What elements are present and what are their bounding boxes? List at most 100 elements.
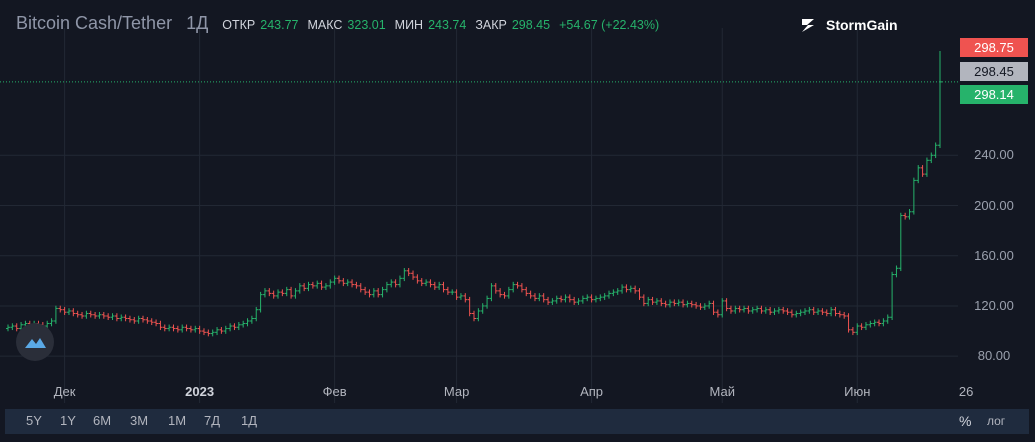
ohlc-bar [136,315,141,324]
ohlc-bar [654,298,659,305]
ohlc-bar [715,309,720,318]
ohlc-bar [450,289,455,295]
ohlc-bar [145,316,150,324]
bottom-toolbar: 5Y 1Y 6M 3M 1M 7Д 1Д % лог [5,409,1029,434]
percent-scale-toggle[interactable]: % [959,413,972,429]
ohlc-plot[interactable] [0,28,958,403]
ohlc-bar [672,299,677,307]
range-3m-button[interactable]: 3M [130,413,149,428]
y-tick-label: 200.00 [974,197,1014,213]
range-1d-button[interactable]: 1Д [241,413,258,428]
ohlc-bar [197,325,202,334]
ohlc-bar [742,305,747,313]
ohlc-bar [829,306,834,317]
ohlc-bar [607,290,612,299]
ohlc-bar [598,294,603,302]
range-7d-button[interactable]: 7Д [204,413,221,428]
ohlc-bar [432,281,437,290]
ohlc-bar [363,286,368,295]
ohlc-bar [750,306,755,314]
log-scale-toggle[interactable]: лог [987,414,1006,428]
ohlc-bar [393,279,398,288]
ohlc-bar [624,284,629,293]
ohlc-bar [406,268,411,277]
ohlc-bar [863,322,868,331]
x-tick-label: Апр [580,384,604,399]
ohlc-bar [262,288,267,298]
range-1y-button[interactable]: 1Y [60,413,76,428]
ohlc-bar [615,288,620,295]
ohlc-bar [929,152,934,164]
ohlc-bar [6,324,10,332]
ohlc-bar [424,279,429,287]
ohlc-bar [158,320,163,331]
ohlc-bar [201,328,206,336]
ohlc-bar [924,157,929,177]
ohlc-bar [323,283,328,290]
ohlc-bar [920,165,925,177]
ohlc-bar [101,311,106,319]
ohlc-bar [280,289,285,297]
ohlc-bar [707,300,712,309]
ohlc-bar [310,281,315,289]
ohlc-bar [306,281,311,292]
ohlc-bar [480,303,485,314]
range-6m-button[interactable]: 6M [93,413,112,428]
symbol-title[interactable]: Bitcoin Cash/Tether [16,13,173,33]
ohlc-bar [302,283,307,292]
ohlc-bar [554,295,559,304]
ohlc-bar [463,293,468,303]
ohlc-bar [776,306,781,314]
ohlc-bar [589,294,594,303]
ohlc-bar [794,310,799,318]
ohlc-bar [667,299,672,308]
ohlc-bar [371,288,376,298]
ohlc-bar [785,308,790,315]
ohlc-bar [907,209,912,220]
ohlc-bar [837,310,842,318]
ohlc-bar [659,298,664,307]
ohlc-bar [763,306,768,314]
ohlc-bar [872,319,877,327]
ohlc-bar [894,265,899,278]
ohlc-bar [877,319,882,327]
ohlc-bar [71,308,76,317]
tradingview-logo-button[interactable] [16,323,54,361]
range-5y-button[interactable]: 5Y [26,413,42,428]
ohlc-bar [62,306,67,315]
bid-price-label: 298.14 [960,85,1028,104]
ohlc-bar [332,275,337,285]
ohlc-bar [341,278,346,287]
close-value: 298.45 [511,18,551,32]
ohlc-bar [345,279,350,287]
interval-label[interactable]: 1Д [186,13,209,33]
ohlc-bar [141,315,146,323]
ohlc-bar [567,294,572,303]
ohlc-bar [219,327,224,334]
ohlc-bar [498,288,503,298]
ohlc-bar [276,289,281,299]
ohlc-bar [419,278,424,287]
ohlc-bar [428,279,433,288]
low-value: 243.74 [428,18,467,32]
ohlc-bar [93,311,98,319]
range-1m-button[interactable]: 1M [168,413,187,428]
ohlc-bar [415,274,420,284]
ohlc-bar [249,315,254,324]
ohlc-bar [476,308,481,322]
ohlc-bar [689,300,694,308]
ohlc-bar [445,286,450,295]
ohlc-bar [602,293,607,300]
ohlc-bar [66,308,71,315]
ohlc-bar [223,325,228,334]
ohlc-bar [650,296,655,305]
ohlc-bar [563,294,568,303]
ohlc-bar [188,325,193,333]
ohlc-bar [802,308,807,315]
ohlc-bar [58,305,63,313]
ohlc-bar [724,298,729,312]
ohlc-bar [593,295,598,303]
ohlc-bar [903,212,908,220]
ohlc-bar [798,309,803,317]
